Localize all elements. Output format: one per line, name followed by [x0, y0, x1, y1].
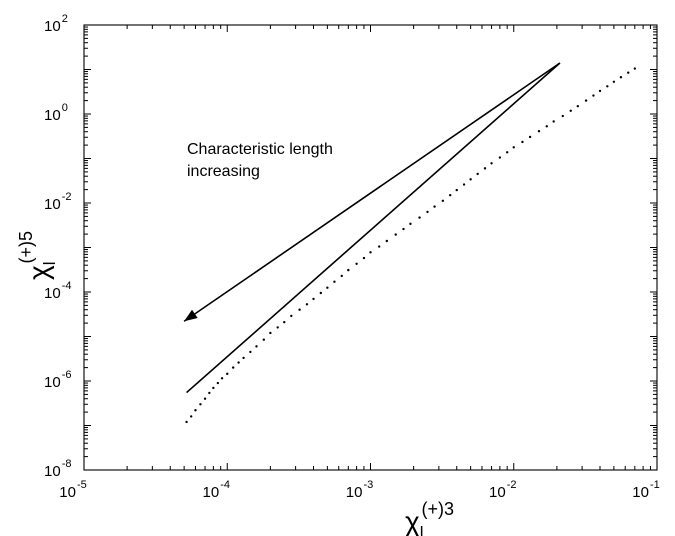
data-point [633, 67, 637, 70]
data-point [598, 89, 602, 93]
x-tick-label: 10-1 [632, 479, 659, 501]
data-point [369, 251, 372, 254]
data-point [212, 386, 215, 390]
data-point [569, 109, 572, 113]
data-point [606, 85, 609, 88]
data-point [226, 372, 229, 376]
data-point [545, 125, 548, 128]
data-point [448, 193, 452, 197]
data-point [276, 326, 279, 329]
x-axis-label: χl (+)3 [405, 499, 454, 536]
y-tick-label: 10-8 [44, 458, 71, 480]
data-point [469, 178, 472, 181]
plot-area [83, 24, 658, 471]
data-point [262, 338, 266, 341]
data-point [362, 256, 366, 260]
y-axis-label-base: χ [23, 265, 54, 280]
data-point [377, 245, 381, 248]
data-point [483, 167, 487, 170]
data-point [576, 104, 580, 108]
y-axis-label-sub: l [40, 262, 59, 266]
arrow-head [184, 309, 198, 322]
data-point [305, 303, 309, 306]
data-point [455, 188, 458, 192]
data-point [237, 361, 240, 364]
data-point [355, 262, 358, 266]
y-axis-label: χl (+)5 [16, 231, 59, 280]
data-point [441, 199, 445, 203]
data-point [584, 99, 588, 102]
y-tick-label: 10-4 [44, 280, 71, 302]
y-axis-label-sup: (+)5 [16, 231, 36, 264]
data-point [498, 156, 502, 159]
data-point [283, 320, 286, 324]
data-point [312, 297, 315, 301]
data-point [418, 216, 421, 219]
data-point [552, 120, 555, 123]
axis-ticks [83, 25, 657, 471]
data-point [255, 345, 258, 348]
y-tick-label: 100 [44, 102, 68, 124]
data-point [462, 183, 466, 186]
data-point [203, 397, 207, 400]
x-tick-label: 10-4 [203, 479, 230, 501]
y-tick-label: 10-2 [44, 191, 71, 213]
data-point [199, 403, 202, 406]
data-point [319, 291, 323, 295]
data-point [426, 210, 429, 214]
x-axis-label-sub: l [420, 523, 424, 536]
data-point [208, 391, 211, 395]
data-point [394, 233, 397, 236]
x-tick-label: 10-3 [346, 479, 373, 501]
x-axis-label-sup: (+)3 [421, 499, 454, 519]
data-point [249, 350, 252, 354]
data-point [561, 114, 565, 118]
x-tick-label: 10-5 [59, 479, 86, 501]
annotation-line-2: increasing [187, 163, 260, 180]
data-point [326, 286, 329, 289]
data-point [476, 172, 479, 176]
fit-line [186, 62, 561, 394]
data-point [340, 274, 343, 278]
data-point [194, 409, 197, 412]
data-point [490, 162, 493, 165]
y-axis-label-group: χl (+)5 [16, 231, 59, 280]
data-point [512, 146, 515, 149]
y-tick-labels: 10-8 10-6 10-4 10-2 100 102 [44, 13, 71, 480]
data-point [619, 76, 623, 79]
x-axis-label-base: χ [405, 506, 420, 536]
data-point [592, 94, 595, 97]
data-point [409, 222, 412, 226]
y-tick-label: 10-6 [44, 369, 71, 391]
data-point [537, 130, 541, 133]
plot-frame [83, 24, 658, 471]
data-point [185, 420, 188, 424]
data-point [505, 151, 509, 154]
data-point [242, 356, 245, 360]
x-tick-labels: 10-5 10-4 10-3 10-2 10-1 [59, 479, 659, 501]
data-marks [183, 62, 637, 424]
data-point [189, 415, 193, 418]
data-point [216, 381, 220, 385]
data-point [528, 135, 532, 139]
data-point [298, 308, 301, 311]
data-point [269, 331, 272, 335]
annotation-line-1: Characteristic length [187, 141, 333, 158]
data-point [433, 205, 436, 208]
data-point [347, 268, 350, 272]
data-point [385, 239, 389, 243]
data-point [612, 80, 616, 83]
data-point [521, 140, 524, 144]
data-point [333, 280, 336, 283]
data-point [231, 366, 235, 369]
data-point [290, 314, 293, 318]
data-point [220, 377, 224, 380]
x-tick-label: 10-2 [489, 479, 516, 501]
y-tick-label: 102 [44, 13, 68, 35]
data-point [627, 71, 630, 74]
arrow-shaft [183, 62, 561, 322]
annotation-text: Characteristic length increasing [187, 141, 337, 180]
data-point [402, 227, 405, 231]
